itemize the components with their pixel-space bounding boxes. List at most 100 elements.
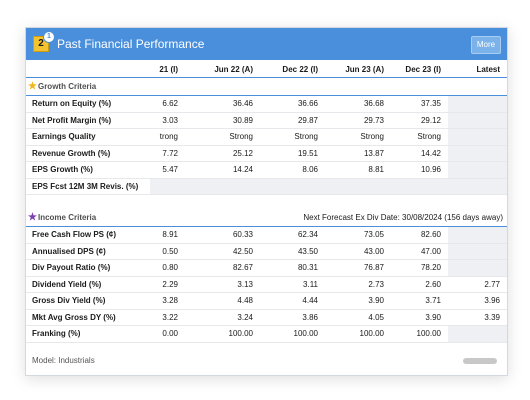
table-cell: 3.03: [150, 112, 178, 129]
row-label: Gross Div Yield (%): [26, 292, 150, 310]
table-row: Dividend Yield (%) 2.29 3.13 3.11 2.73 2.60 2.…: [26, 276, 507, 293]
table-cell: 4.05: [325, 309, 391, 326]
column-header: Latest: [448, 62, 507, 78]
row-label: Earnings Quality: [26, 128, 150, 146]
table-cell: 42.50: [178, 243, 260, 260]
table-cell: 14.24: [178, 161, 260, 179]
table-cell: 80.31: [260, 259, 325, 277]
table-cell: 14.42: [391, 145, 448, 162]
column-header: Dec 22 (I): [260, 62, 325, 78]
column-header: 21 (I): [150, 62, 178, 78]
more-button[interactable]: More: [471, 36, 501, 54]
column-header: Jun 23 (A): [325, 62, 391, 78]
table-cell: 36.66: [260, 95, 325, 113]
table-row: Gross Div Yield (%) 3.28 4.48 4.44 3.90 3.71 3…: [26, 292, 507, 310]
table-row: Franking (%) 0.00 100.00 100.00 100.00 100.00: [26, 325, 507, 343]
table-cell: [448, 243, 507, 260]
table-cell: 82.67: [178, 259, 260, 277]
table-cell: [448, 95, 507, 113]
table-cell: 8.91: [150, 226, 178, 244]
table-cell: 3.11: [260, 276, 325, 293]
table-cell: 47.00: [391, 243, 448, 260]
table-cell: 78.20: [391, 259, 448, 277]
panel-title: Past Financial Performance: [57, 37, 205, 51]
table-cell: 3.13: [178, 276, 260, 293]
table-cell: 29.73: [325, 112, 391, 129]
table-cell: 7.72: [150, 145, 178, 162]
table-cell: 100.00: [391, 325, 448, 343]
table-cell: 13.87: [325, 145, 391, 162]
table-cell: 3.90: [391, 309, 448, 326]
table-cell: [178, 178, 260, 195]
table-cell: 5.47: [150, 161, 178, 179]
table-cell: 82.60: [391, 226, 448, 244]
income-section-header: ★Income Criteria Next Forecast Ex Div Da…: [26, 209, 507, 227]
table-cell: 8.06: [260, 161, 325, 179]
table-cell: [150, 178, 178, 195]
table-row: Earnings Quality trong Strong Strong Strong S…: [26, 128, 507, 146]
star-icon: ★: [28, 212, 37, 223]
growth-rows: Return on Equity (%) 6.62 36.46 36.66 36.68 3…: [26, 95, 507, 195]
table-cell: 2.73: [325, 276, 391, 293]
table-row: EPS Growth (%) 5.47 14.24 8.06 8.81 10.96: [26, 161, 507, 179]
table-cell: 4.44: [260, 292, 325, 310]
table-row: Return on Equity (%) 6.62 36.46 36.66 36.68 3…: [26, 95, 507, 113]
table-cell: 43.50: [260, 243, 325, 260]
table-cell: [448, 128, 507, 146]
star-icon: ★: [28, 81, 37, 92]
table-row: Mkt Avg Gross DY (%) 3.22 3.24 3.86 4.05 3.90…: [26, 309, 507, 326]
table-cell: 100.00: [325, 325, 391, 343]
growth-section-header: ★Growth Criteria: [26, 77, 507, 96]
horizontal-scrollbar[interactable]: [463, 358, 497, 364]
table-cell: 0.00: [150, 325, 178, 343]
table-cell: 3.96: [448, 292, 507, 310]
table-cell: 3.86: [260, 309, 325, 326]
row-label: Free Cash Flow PS (¢): [26, 226, 150, 244]
column-header-row: 21 (I) Jun 22 (A) Dec 22 (I) Jun 23 (A) …: [26, 62, 507, 78]
table-cell: 3.71: [391, 292, 448, 310]
row-label: Mkt Avg Gross DY (%): [26, 309, 150, 326]
table-cell: [448, 178, 507, 195]
income-rows: Free Cash Flow PS (¢) 8.91 60.33 62.34 73.05…: [26, 226, 507, 343]
table-cell: 8.81: [325, 161, 391, 179]
row-label: Revenue Growth (%): [26, 145, 150, 162]
row-label: Return on Equity (%): [26, 95, 150, 113]
financial-performance-panel: 2 1 Past Financial Performance More 21 (…: [25, 27, 508, 376]
table-row: EPS Fcst 12M 3M Revis. (%): [26, 178, 507, 195]
table-cell: 25.12: [178, 145, 260, 162]
table-cell: 73.05: [325, 226, 391, 244]
table-cell: 3.90: [325, 292, 391, 310]
table-cell: [448, 226, 507, 244]
table-cell: [448, 325, 507, 343]
table-cell: 100.00: [178, 325, 260, 343]
table-row: Free Cash Flow PS (¢) 8.91 60.33 62.34 73.05…: [26, 226, 507, 244]
growth-section-title: Growth Criteria: [37, 82, 97, 91]
table-cell: 3.39: [448, 309, 507, 326]
next-ex-div-note: Next Forecast Ex Div Date: 30/08/2024 (1…: [260, 209, 507, 227]
column-header: Jun 22 (A): [178, 62, 260, 78]
table-cell: 2.77: [448, 276, 507, 293]
column-header: Dec 23 (I): [391, 62, 448, 78]
table-cell: 36.68: [325, 95, 391, 113]
table-cell: [448, 259, 507, 277]
table-cell: 36.46: [178, 95, 260, 113]
table-cell: 43.00: [325, 243, 391, 260]
badge-number: 2: [38, 38, 44, 49]
table-cell: 19.51: [260, 145, 325, 162]
row-label: Franking (%): [26, 325, 150, 343]
column-header-label: [26, 62, 150, 78]
table-cell: 3.22: [150, 309, 178, 326]
row-label: EPS Fcst 12M 3M Revis. (%): [26, 178, 150, 195]
table-cell: [448, 161, 507, 179]
table-cell: [325, 178, 391, 195]
section-gap: [26, 195, 507, 210]
table-cell: 6.62: [150, 95, 178, 113]
income-section-title: Income Criteria: [37, 213, 97, 222]
badge-sub-number: 1: [47, 33, 51, 40]
table-cell: 37.35: [391, 95, 448, 113]
table-cell: [260, 178, 325, 195]
table-cell: 62.34: [260, 226, 325, 244]
row-label: Dividend Yield (%): [26, 276, 150, 293]
row-label: Div Payout Ratio (%): [26, 259, 150, 277]
table-cell: 4.48: [178, 292, 260, 310]
